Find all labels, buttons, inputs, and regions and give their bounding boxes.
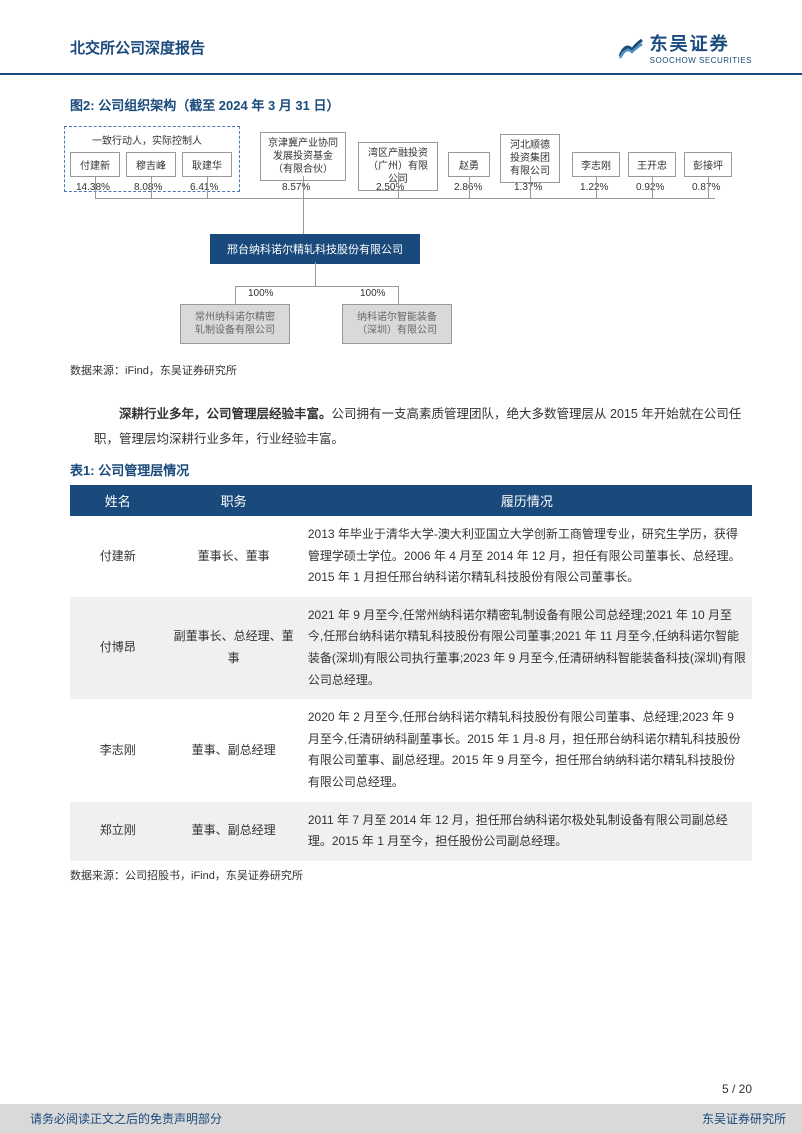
- sh-9: 彭接坪: [684, 152, 732, 177]
- sh-0: 付建新: [70, 152, 120, 177]
- company-logo: 东吴证券 SOOCHOW SECURITIES: [618, 30, 752, 65]
- table1-source: 数据来源：公司招股书，iFind，东吴证券研究所: [70, 867, 752, 883]
- pct-8: 0.92%: [636, 182, 664, 193]
- pct-3: 8.57%: [282, 182, 310, 193]
- table1-title: 表1: 公司管理层情况: [70, 460, 752, 479]
- page-footer: 5 / 20 请务必阅读正文之后的免责声明部分 东吴证券研究所: [0, 1082, 802, 1133]
- sub-pct-0: 100%: [248, 288, 274, 299]
- logo-icon: [618, 36, 644, 60]
- table-row: 李志刚董事、副总经理2020 年 2 月至今,任邢台纳科诺尔精轧科技股份有限公司…: [70, 699, 752, 801]
- sh-1: 穆吉峰: [126, 152, 176, 177]
- pct-2: 6.41%: [190, 182, 218, 193]
- pct-4: 2.50%: [376, 182, 404, 193]
- mgmt-table: 姓名 职务 履历情况 付建新董事长、董事2013 年毕业于清华大学-澳大利亚国立…: [70, 485, 752, 861]
- sh-7: 李志刚: [572, 152, 620, 177]
- sh-8: 王开忠: [628, 152, 676, 177]
- pct-9: 0.87%: [692, 182, 720, 193]
- controller-label: 一致行动人，实际控制人: [92, 132, 202, 147]
- org-name: 东吴证券研究所: [702, 1110, 786, 1127]
- sub-1: 纳科诺尔智能装备 （深圳）有限公司: [342, 304, 452, 344]
- sh-3: 京津冀产业协同 发展投资基金 （有限合伙）: [260, 132, 346, 181]
- disclaimer-text: 请务必阅读正文之后的免责声明部分: [30, 1110, 222, 1127]
- org-chart: 一致行动人，实际控制人 付建新 穆吉峰 耿建华 京津冀产业协同 发展投资基金 （…: [70, 126, 752, 356]
- sub-pct-1: 100%: [360, 288, 386, 299]
- col-resume: 履历情况: [302, 485, 752, 516]
- sub-0: 常州纳科诺尔精密 轧制设备有限公司: [180, 304, 290, 344]
- disclaimer-bar: 请务必阅读正文之后的免责声明部分 东吴证券研究所: [0, 1104, 802, 1133]
- table-row: 付博昂副董事长、总经理、董事2021 年 9 月至今,任常州纳科诺尔精密轧制设备…: [70, 597, 752, 699]
- figure2-title: 图2: 公司组织架构（截至 2024 年 3 月 31 日）: [70, 95, 752, 114]
- body-paragraph: 深耕行业多年，公司管理层经验丰富。公司拥有一支高素质管理团队，绝大多数管理层从 …: [94, 402, 752, 452]
- pct-1: 8.08%: [134, 182, 162, 193]
- pct-6: 1.37%: [514, 182, 542, 193]
- table-row: 付建新董事长、董事2013 年毕业于清华大学-澳大利亚国立大学创新工商管理专业，…: [70, 516, 752, 597]
- fig2-source: 数据来源：iFind，东吴证券研究所: [70, 362, 752, 378]
- sh-2: 耿建华: [182, 152, 232, 177]
- page-number: 5 / 20: [0, 1082, 802, 1096]
- col-position: 职务: [165, 485, 301, 516]
- logo-text-cn: 东吴证券: [650, 30, 752, 56]
- pct-0: 14.38%: [76, 182, 110, 193]
- table-row: 郑立刚董事、副总经理2011 年 7 月至 2014 年 12 月，担任邢台纳科…: [70, 802, 752, 861]
- sh-5: 赵勇: [448, 152, 490, 177]
- pct-7: 1.22%: [580, 182, 608, 193]
- page-header: 北交所公司深度报告 东吴证券 SOOCHOW SECURITIES: [0, 0, 802, 75]
- report-title: 北交所公司深度报告: [70, 37, 205, 58]
- logo-text-en: SOOCHOW SECURITIES: [650, 56, 752, 65]
- main-company: 邢台纳科诺尔精轧科技股份有限公司: [210, 234, 420, 264]
- col-name: 姓名: [70, 485, 165, 516]
